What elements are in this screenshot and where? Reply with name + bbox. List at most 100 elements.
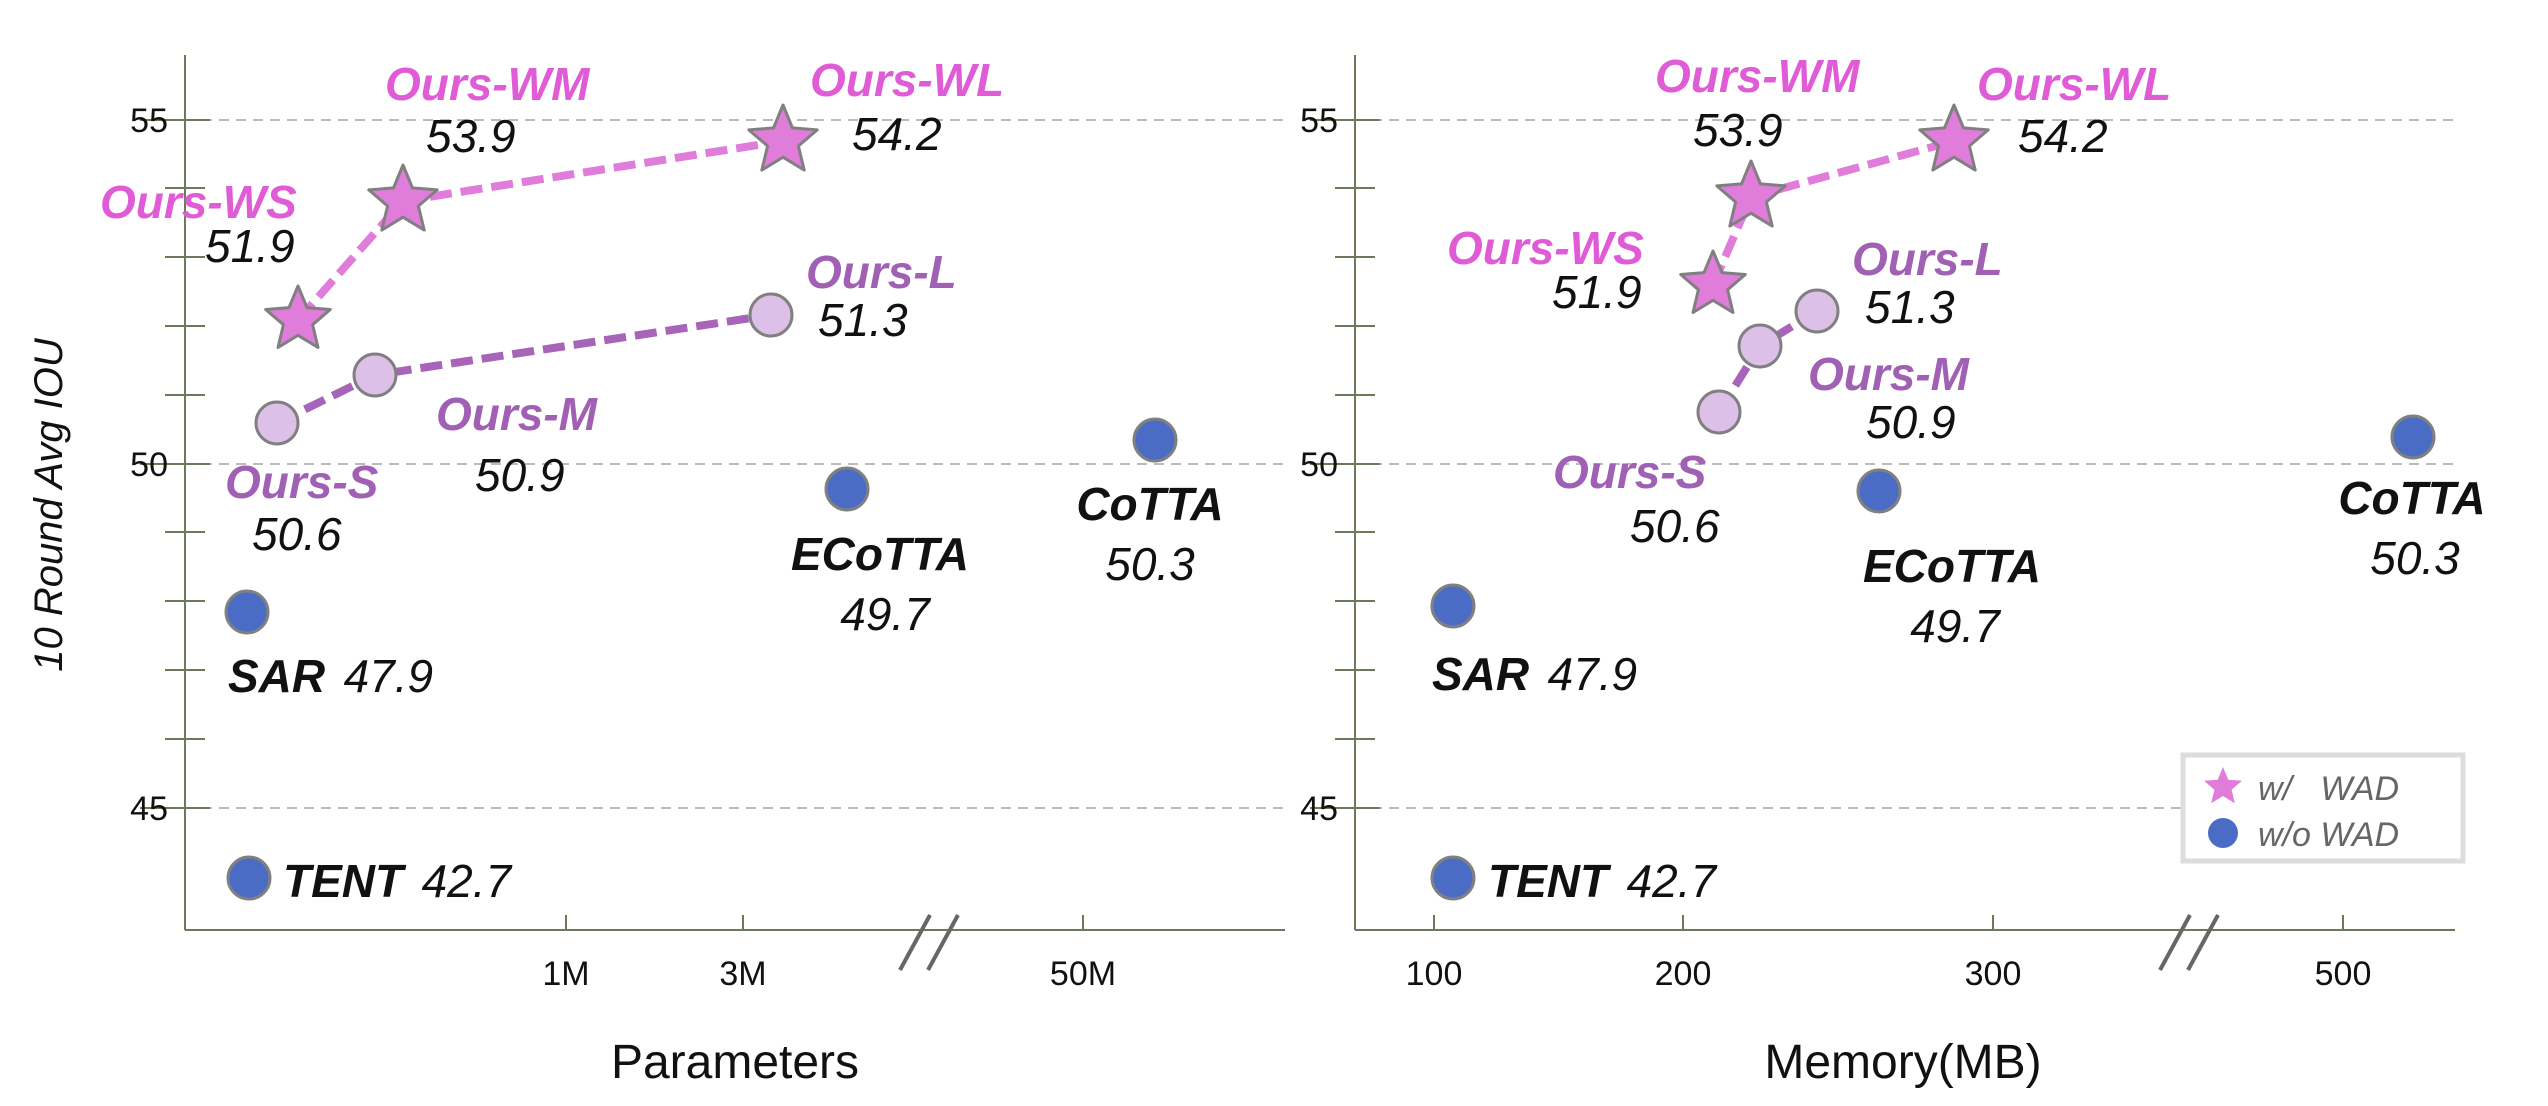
point-labels-right: Ours-WS 51.9 Ours-WM 53.9 Ours-WL 54.2 O… — [1432, 50, 2486, 907]
marker-ours-l-right — [1794, 288, 1840, 334]
marker-ours-l — [748, 292, 794, 338]
label-ecotta-right: ECoTTA — [1863, 540, 2041, 592]
value-ours-ws-right: 51.9 — [1552, 266, 1642, 318]
axis-break-mark — [898, 914, 960, 971]
legend-circle-icon — [2208, 818, 2238, 848]
label-ours-m-right: Ours-M — [1808, 348, 1971, 400]
label-tent-group: TENT 42.7 — [283, 855, 513, 907]
label-ours-wl: Ours-WL — [810, 54, 1004, 106]
axis-break-mark-right — [2158, 914, 2220, 971]
value-ecotta: 49.7 — [840, 588, 931, 640]
legend-label-with-wad: w/ WAD — [2258, 770, 2399, 808]
marker-ours-ws — [264, 284, 332, 349]
value-ours-l: 51.3 — [818, 294, 908, 346]
label-ours-wm-right: Ours-WM — [1655, 50, 1861, 102]
value-ours-l-right: 51.3 — [1865, 281, 1955, 333]
y-axis: 55 50 45 — [130, 55, 210, 930]
label-sar-right: SAR — [1432, 648, 1529, 700]
wad-connector-line — [295, 137, 784, 323]
y-tick-label-55-right: 55 — [1300, 102, 1338, 140]
panel-memory: 55 50 45 100 200 300 500 Memory(MB) — [1300, 50, 2485, 1089]
y-tick-label-45: 45 — [130, 790, 168, 828]
y-ticks-right — [1310, 119, 1380, 809]
label-ours-wl-right: Ours-WL — [1977, 58, 2171, 110]
label-ours-ws: Ours-WS — [100, 176, 297, 228]
y-ticks — [140, 119, 210, 809]
y-axis-title: 10 Round Avg IOU — [27, 337, 71, 672]
label-sar: SAR — [228, 650, 325, 702]
value-ours-wm: 53.9 — [426, 110, 516, 162]
marker-ours-wl — [747, 103, 819, 172]
label-ours-m: Ours-M — [436, 388, 599, 440]
label-tent-group-right: TENT 42.7 — [1488, 855, 1718, 907]
legend-star-icon — [2204, 767, 2242, 804]
x-tick-label-100: 100 — [1406, 955, 1463, 993]
value-ours-m-right: 50.9 — [1866, 396, 1956, 448]
marker-ours-wl-right — [1918, 103, 1990, 172]
x-tick-label-300: 300 — [1965, 955, 2022, 993]
markers — [224, 103, 1178, 901]
value-tent-right: 42.7 — [1627, 855, 1718, 907]
marker-ours-wm — [367, 163, 439, 232]
y-tick-label-55: 55 — [130, 102, 168, 140]
marker-ours-wm-right — [1715, 159, 1787, 228]
value-sar: 47.9 — [344, 650, 434, 702]
marker-tent — [226, 855, 272, 901]
marker-ecotta-right — [1856, 468, 1902, 514]
value-ours-wm-right: 53.9 — [1693, 104, 1783, 156]
x-tick-label-200: 200 — [1655, 955, 1712, 993]
x-tick-label-3m: 3M — [719, 955, 766, 993]
value-ours-s-right: 50.6 — [1630, 500, 1720, 552]
y-axis-right: 55 50 45 — [1300, 55, 1380, 930]
marker-ours-s — [254, 400, 300, 446]
x-axis-title-right: Memory(MB) — [1764, 1036, 2041, 1089]
marker-cotta — [1132, 417, 1178, 463]
label-ours-wm: Ours-WM — [385, 58, 591, 110]
y-tick-label-45-right: 45 — [1300, 790, 1338, 828]
marker-sar-right — [1430, 583, 1476, 629]
label-sar-group: SAR 47.9 — [228, 650, 433, 702]
legend: w/ WAD w/o WAD — [2180, 752, 2466, 864]
label-ours-l: Ours-L — [806, 246, 957, 298]
marker-ours-ws-right — [1679, 249, 1747, 314]
label-tent: TENT — [283, 855, 407, 907]
x-axis-right: 100 200 300 500 Memory(MB) — [1355, 914, 2455, 1089]
value-cotta: 50.3 — [1105, 538, 1195, 590]
connector-lines — [275, 137, 784, 427]
label-cotta-right: CoTTA — [2338, 472, 2485, 524]
x-axis: 1M 3M 50M Parameters — [185, 914, 1285, 1089]
y-tick-label-50-right: 50 — [1300, 446, 1338, 484]
label-sar-group-right: SAR 47.9 — [1432, 648, 1637, 700]
value-ours-m: 50.9 — [475, 449, 565, 501]
label-ours-s: Ours-S — [225, 456, 379, 508]
marker-ours-s-right — [1696, 389, 1742, 435]
x-tick-label-1m: 1M — [542, 955, 589, 993]
marker-ecotta — [824, 466, 870, 512]
x-axis-title: Parameters — [611, 1036, 859, 1089]
markers-right — [1430, 103, 2436, 901]
value-sar-right: 47.9 — [1548, 648, 1638, 700]
y-tick-label-50: 50 — [130, 446, 168, 484]
label-ours-l-right: Ours-L — [1852, 233, 2003, 285]
value-ours-ws: 51.9 — [205, 220, 295, 272]
label-cotta: CoTTA — [1076, 478, 1223, 530]
label-tent-right: TENT — [1488, 855, 1612, 907]
grid-lines-right — [1355, 119, 2455, 809]
value-ours-wl: 54.2 — [852, 108, 942, 160]
marker-sar — [224, 589, 270, 635]
panel-parameters: 55 50 45 10 Round Avg IOU 1M 3M 50M Para… — [27, 54, 1285, 1089]
point-labels: Ours-WS 51.9 Ours-WM 53.9 Ours-WL 54.2 O… — [100, 54, 1224, 907]
label-ours-s-right: Ours-S — [1553, 446, 1707, 498]
legend-label-without-wad: w/o WAD — [2258, 816, 2399, 854]
marker-cotta-right — [2390, 414, 2436, 460]
label-ecotta: ECoTTA — [791, 528, 969, 580]
value-ours-s: 50.6 — [252, 508, 342, 560]
grid-lines — [185, 119, 1285, 809]
marker-tent-right — [1430, 855, 1476, 901]
value-ecotta-right: 49.7 — [1910, 600, 2001, 652]
marker-ours-m — [352, 352, 398, 398]
marker-ours-m-right — [1737, 323, 1783, 369]
value-ours-wl-right: 54.2 — [2018, 110, 2108, 162]
value-tent: 42.7 — [422, 855, 513, 907]
